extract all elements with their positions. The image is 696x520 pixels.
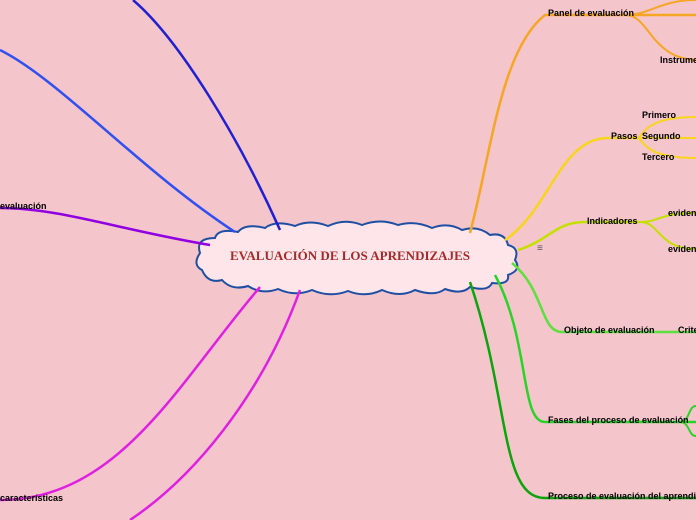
branch-evaluacion[interactable]: evaluación: [0, 201, 47, 211]
leaf-evidencia-2[interactable]: evidencia: [668, 244, 696, 254]
branch-indicadores[interactable]: Indicadores: [587, 216, 638, 226]
branch-pasos[interactable]: Pasos: [611, 131, 638, 141]
leaf-evidencia-1[interactable]: evidencia: [668, 208, 696, 218]
center-node[interactable]: EVALUACIÓN DE LOS APRENDIZAJES: [175, 228, 525, 283]
branch-proceso-evaluacion[interactable]: Proceso de evaluación del aprendizaje: [548, 491, 696, 501]
expand-handle-icon[interactable]: ≡: [537, 243, 543, 254]
leaf-segundo[interactable]: Segundo: [642, 131, 681, 141]
center-title: EVALUACIÓN DE LOS APRENDIZAJES: [230, 248, 470, 264]
branch-caracteristicas[interactable]: características: [0, 493, 63, 503]
branch-fases-proceso[interactable]: Fases del proceso de evaluación: [548, 415, 689, 425]
branch-objeto-evaluacion[interactable]: Objeto de evaluación: [564, 325, 655, 335]
branch-panel-evaluacion[interactable]: Panel de evaluación: [548, 8, 634, 18]
leaf-primero[interactable]: Primero: [642, 110, 676, 120]
leaf-criterio[interactable]: Crite: [678, 325, 696, 335]
leaf-tercero[interactable]: Tercero: [642, 152, 674, 162]
leaf-instrumento[interactable]: Instrumento: [660, 55, 696, 65]
